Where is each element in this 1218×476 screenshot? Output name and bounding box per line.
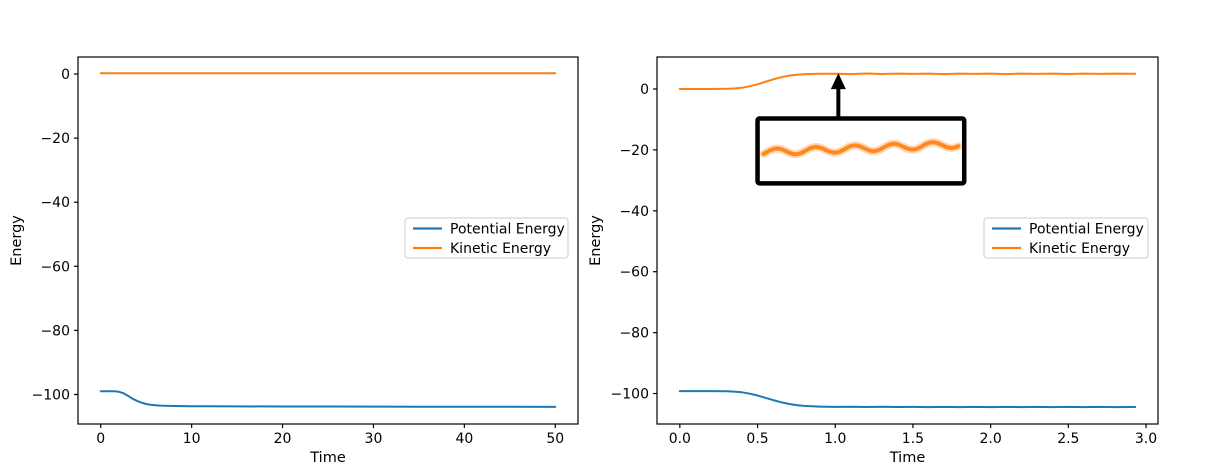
- legend: Potential Energy Kinetic Energy: [983, 217, 1149, 259]
- x-tick-label: 1.5: [902, 431, 924, 447]
- axes-spines: [656, 56, 1159, 425]
- x-tick-label: 20: [274, 431, 292, 447]
- x-axis-label: Time: [889, 450, 926, 466]
- potential-energy-line: [99, 390, 557, 408]
- legend-label-kinetic-energy: Kinetic Energy: [1029, 241, 1130, 257]
- y-tick-label: −60: [40, 259, 70, 275]
- potential-energy-line: [678, 390, 1137, 409]
- x-tick-label: 30: [365, 431, 383, 447]
- x-tick-label: 10: [183, 431, 201, 447]
- legend-label-kinetic-energy: Kinetic Energy: [450, 241, 551, 257]
- y-axis-label: Energy: [9, 215, 25, 266]
- subplot-right: 0.0 0.5 1.0 1.5 2.0 2.5 3.0 0 −20 −40 −60 −80 −100 Ti…: [588, 56, 1159, 466]
- legend-frame: [983, 217, 1149, 259]
- x-tick-label: 0.5: [746, 431, 768, 447]
- legend: Potential Energy Kinetic Energy: [404, 217, 569, 259]
- x-tick-label: 3.0: [1135, 431, 1157, 447]
- inset-border: [755, 116, 967, 186]
- y-tick-label: −40: [40, 195, 70, 211]
- y-tick-label: −20: [40, 131, 70, 147]
- kinetic-energy-line: [678, 72, 1137, 90]
- inset-arrow-head: [830, 73, 846, 90]
- x-tick-label: 0.0: [669, 431, 691, 447]
- x-tick-label: 2.0: [980, 431, 1002, 447]
- y-tick-label: −80: [40, 323, 70, 339]
- y-tick-label: 0: [640, 82, 649, 98]
- y-tick-label: −40: [619, 204, 649, 220]
- y-tick-label: −100: [32, 388, 70, 404]
- y-axis-label: Energy: [588, 215, 604, 266]
- subplot-left: 0 10 20 30 40 50 0 −20 −40 −60 −80 −100 Time Energy Po…: [9, 56, 579, 466]
- legend-label-potential-energy: Potential Energy: [1029, 222, 1144, 238]
- y-tick-label: −20: [619, 143, 649, 159]
- axes-spines: [77, 56, 579, 425]
- x-tick-label: 40: [455, 431, 473, 447]
- x-tick-label: 2.5: [1057, 431, 1079, 447]
- x-axis-label: Time: [309, 450, 346, 466]
- x-tick-label: 1.0: [824, 431, 846, 447]
- x-tick-label: 0: [96, 431, 105, 447]
- legend-label-potential-energy: Potential Energy: [450, 222, 565, 238]
- y-tick-label: −60: [619, 265, 649, 281]
- y-tick-label: 0: [61, 67, 70, 83]
- magnified-kinetic-wave: [761, 140, 961, 157]
- y-tick-label: −80: [619, 326, 649, 342]
- legend-frame: [404, 217, 569, 259]
- inset-background: [757, 118, 965, 184]
- zoom-inset: [755, 73, 967, 186]
- y-tick-label: −100: [611, 387, 649, 403]
- x-tick-label: 50: [546, 431, 564, 447]
